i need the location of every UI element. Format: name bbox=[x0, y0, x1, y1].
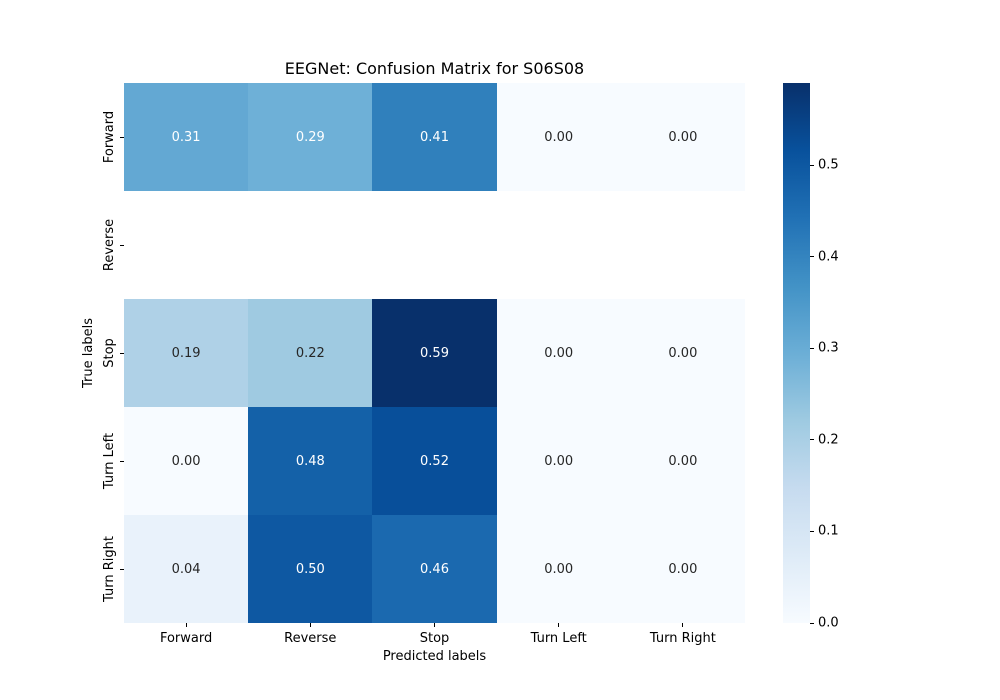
colorbar-tick-label-0.4: 0.4 bbox=[818, 249, 839, 265]
colorbar-tick-mark bbox=[810, 530, 814, 532]
confusion-matrix-grid: 0.31 0.29 0.41 0.00 0.00 0.19 0.22 0.59 0.00 0.00… bbox=[124, 83, 745, 623]
x-tick-mark bbox=[682, 623, 684, 627]
heatmap-cell-stop-stop: 0.59 bbox=[372, 299, 497, 407]
y-tick-label-turn-right: Turn Right bbox=[102, 536, 117, 602]
x-tick-label-turn-right: Turn Right bbox=[649, 631, 716, 646]
heatmap-cell-turn-right-reverse: 0.50 bbox=[248, 515, 373, 623]
y-tick-label-turn-left: Turn Left bbox=[102, 432, 117, 490]
heatmap-cell-value: 0.46 bbox=[420, 561, 449, 577]
heatmap-cell-forward-reverse: 0.29 bbox=[248, 83, 373, 191]
heatmap-cell-value: 0.00 bbox=[668, 345, 698, 361]
heatmap-cell-value: 0.50 bbox=[295, 561, 325, 577]
y-axis-label: True labels bbox=[79, 83, 97, 623]
heatmap-cell-turn-left-reverse: 0.48 bbox=[248, 407, 373, 515]
heatmap-cell-stop-reverse: 0.22 bbox=[248, 299, 373, 407]
heatmap-cell-turn-right-stop: 0.46 bbox=[372, 515, 497, 623]
heatmap-cell-forward-forward: 0.31 bbox=[124, 83, 249, 191]
heatmap-cell-reverse-reverse bbox=[248, 191, 373, 299]
heatmap-cell-value: 0.19 bbox=[171, 345, 201, 361]
heatmap-cell-stop-turn-right: 0.00 bbox=[620, 299, 745, 407]
colorbar-tick-mark bbox=[810, 256, 814, 258]
colorbar-tick-label-0.3: 0.3 bbox=[818, 340, 839, 356]
x-tick-label-stop: Stop bbox=[419, 631, 450, 646]
heatmap-cell-forward-turn-left: 0.00 bbox=[496, 83, 621, 191]
x-axis-label: Predicted labels bbox=[382, 649, 487, 664]
heatmap-cell-turn-left-turn-right: 0.00 bbox=[620, 407, 745, 515]
heatmap-cell-forward-stop: 0.41 bbox=[372, 83, 497, 191]
heatmap-cell-reverse-forward bbox=[124, 191, 249, 299]
chart-title: EEGNet: Confusion Matrix for S06S08 bbox=[284, 59, 585, 78]
heatmap-cell-value: 0.00 bbox=[668, 561, 698, 577]
x-tick-label-forward: Forward bbox=[159, 631, 213, 646]
colorbar-tick-label-0.0: 0.0 bbox=[818, 615, 839, 631]
heatmap-cell-turn-left-forward: 0.00 bbox=[124, 407, 249, 515]
x-tick-mark bbox=[558, 623, 560, 627]
heatmap-cell-value: 0.00 bbox=[544, 561, 574, 577]
heatmap-cell-reverse-stop bbox=[372, 191, 497, 299]
heatmap-cell-turn-left-stop: 0.52 bbox=[372, 407, 497, 515]
heatmap-cell-value: 0.59 bbox=[420, 345, 449, 361]
heatmap-cell-value: 0.31 bbox=[171, 129, 201, 145]
y-tick-label-stop: Stop bbox=[102, 338, 117, 368]
heatmap-cell-value: 0.48 bbox=[295, 453, 325, 469]
heatmap-cell-value: 0.00 bbox=[668, 129, 698, 145]
colorbar-tick-mark bbox=[810, 164, 814, 166]
heatmap-cell-forward-turn-right: 0.00 bbox=[620, 83, 745, 191]
heatmap-cell-turn-right-turn-right: 0.00 bbox=[620, 515, 745, 623]
heatmap-cell-stop-forward: 0.19 bbox=[124, 299, 249, 407]
y-axis-label-text: True labels bbox=[80, 318, 96, 388]
heatmap-cell-value: 0.29 bbox=[295, 129, 325, 145]
heatmap-cell-turn-right-turn-left: 0.00 bbox=[496, 515, 621, 623]
x-tick-mark bbox=[185, 623, 187, 627]
heatmap-cell-value: 0.52 bbox=[420, 453, 449, 469]
colorbar-tick-label-0.5: 0.5 bbox=[818, 157, 839, 173]
heatmap-cell-value: 0.00 bbox=[668, 453, 698, 469]
x-tick-label-turn-left: Turn Left bbox=[530, 631, 587, 646]
colorbar-tick-mark bbox=[810, 439, 814, 441]
heatmap-cell-value: 0.00 bbox=[544, 345, 574, 361]
x-tick-mark bbox=[309, 623, 311, 627]
colorbar-tick-label-0.2: 0.2 bbox=[818, 432, 839, 448]
heatmap-cell-stop-turn-left: 0.00 bbox=[496, 299, 621, 407]
colorbar bbox=[783, 83, 810, 623]
heatmap-cell-value: 0.22 bbox=[295, 345, 325, 361]
heatmap-cell-turn-left-turn-left: 0.00 bbox=[496, 407, 621, 515]
y-tick-label-reverse: Reverse bbox=[102, 218, 117, 272]
colorbar-tick-mark bbox=[810, 347, 814, 349]
heatmap-cell-value: 0.04 bbox=[171, 561, 201, 577]
colorbar-tick-label-0.1: 0.1 bbox=[818, 523, 839, 539]
heatmap-cell-turn-right-forward: 0.04 bbox=[124, 515, 249, 623]
heatmap-cell-value: 0.00 bbox=[171, 453, 201, 469]
heatmap-cell-value: 0.00 bbox=[544, 129, 574, 145]
heatmap-cell-reverse-turn-left bbox=[496, 191, 621, 299]
colorbar-tick-mark bbox=[810, 622, 814, 624]
heatmap-cell-value: 0.41 bbox=[420, 129, 449, 145]
x-tick-mark bbox=[434, 623, 435, 627]
x-tick-label-reverse: Reverse bbox=[284, 631, 337, 646]
y-tick-label-forward: Forward bbox=[102, 110, 117, 164]
heatmap-cell-reverse-turn-right bbox=[620, 191, 745, 299]
heatmap-cell-value: 0.00 bbox=[544, 453, 574, 469]
